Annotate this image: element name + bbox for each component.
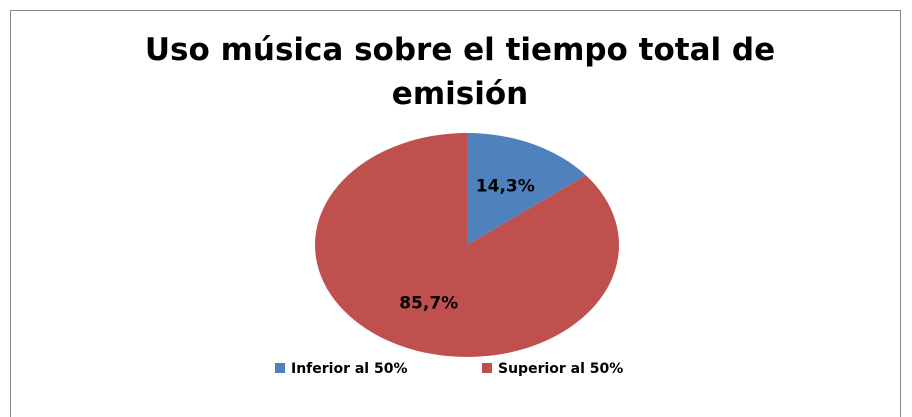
pie-slice	[315, 133, 619, 357]
pie-slice	[467, 133, 586, 245]
data-label: 85,7%	[399, 294, 458, 314]
data-label: 14,3%	[476, 176, 535, 196]
legend-label: Inferior al 50%	[291, 361, 408, 377]
legend-label: Superior al 50%	[498, 361, 623, 377]
legend-swatch	[482, 363, 492, 373]
legend-swatch	[275, 363, 285, 373]
chart-title: Uso música sobre el tiempo total de emis…	[144, 32, 776, 112]
